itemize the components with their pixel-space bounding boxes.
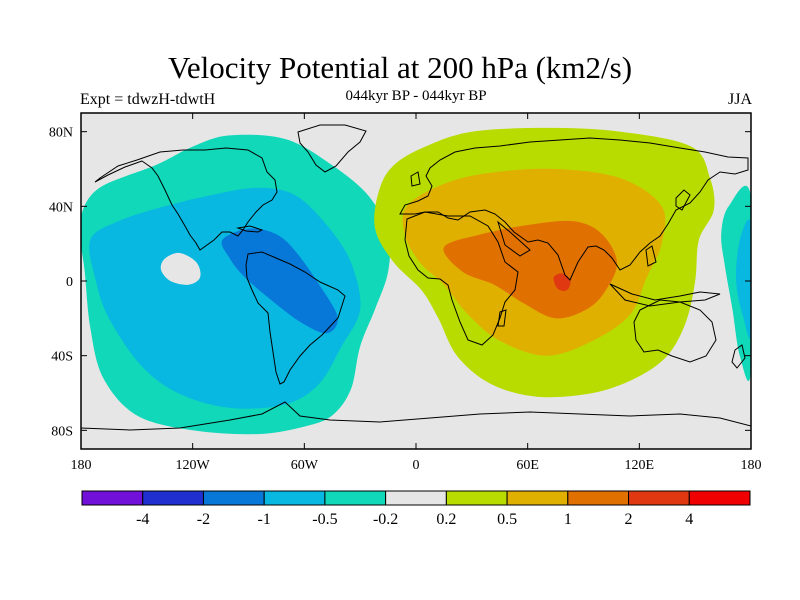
colorbar-label: -2 <box>197 511 210 528</box>
colorbar-swatch <box>567 490 630 506</box>
coastline-australia <box>633 299 717 363</box>
contour-region-central-america-strong-negative <box>221 228 338 334</box>
coastline-africa <box>404 211 519 346</box>
lat-tick-label: 40S <box>51 350 73 365</box>
coastline-arabia <box>497 220 531 257</box>
coastline-japan <box>675 189 691 211</box>
colorbar-swatch <box>81 490 144 506</box>
season-label: JJA <box>727 91 752 108</box>
coastline-layer <box>81 124 751 431</box>
lon-tick-label: 120W <box>176 458 211 473</box>
coastline-south-america <box>245 251 346 385</box>
map-title: Velocity Potential at 200 hPa (km2/s) <box>167 50 633 85</box>
map-subtitle: 044kyr BP - 044kyr BP <box>345 88 487 104</box>
latitude-axis: 80N 40N 0 40S 80S <box>49 126 751 439</box>
contour-fill-layer <box>81 127 751 435</box>
lat-tick-label: 0 <box>66 275 73 290</box>
contour-region-indian-ocean-peak <box>553 273 571 291</box>
colorbar-swatch <box>324 490 387 506</box>
colorbar-swatch <box>445 490 508 506</box>
coastline-british-isles <box>410 171 421 187</box>
lon-tick-label: 60W <box>291 458 319 473</box>
contour-region-americas-mid-negative <box>89 187 361 409</box>
colorbar-label: -0.5 <box>312 511 337 528</box>
colorbar-label: -1 <box>258 511 271 528</box>
coastline-cuba <box>236 225 264 233</box>
colorbar-swatch <box>688 490 751 506</box>
lon-tick-label: 180 <box>71 458 92 473</box>
lat-tick-label: 40N <box>49 200 73 215</box>
colorbar-swatch <box>385 490 447 506</box>
colorbar: -4 -2 -1 -0.5 -0.2 0.2 0.5 1 2 4 <box>81 490 751 528</box>
experiment-label: Expt = tdwzH-tdwtH <box>80 91 216 108</box>
coastline-madagascar <box>497 309 507 327</box>
colorbar-label: 2 <box>625 511 633 528</box>
contour-region-west-pacific-mid-negative-east <box>735 219 751 339</box>
lon-tick-label: 60E <box>516 458 539 473</box>
colorbar-swatch <box>202 490 265 506</box>
colorbar-label: -0.2 <box>373 511 398 528</box>
lon-tick-label: 180 <box>741 458 762 473</box>
lon-tick-label: 0 <box>413 458 420 473</box>
coastline-antarctica <box>81 401 751 431</box>
coastline-philippines <box>645 245 657 267</box>
colorbar-swatch <box>506 490 569 506</box>
colorbar-label: -4 <box>136 511 149 528</box>
colorbar-swatch <box>628 490 690 506</box>
coastline-greenland <box>297 124 367 173</box>
colorbar-label: 0.5 <box>497 511 517 528</box>
colorbar-label: 0.2 <box>436 511 456 528</box>
colorbar-label: 4 <box>685 511 693 528</box>
contour-region-indian-ocean-strong <box>443 220 618 319</box>
longitude-axis: 180 120W 60W 0 60E 120E 180 <box>71 113 762 473</box>
lat-tick-label: 80S <box>51 424 73 439</box>
coastline-new-zealand <box>731 344 746 369</box>
coastline-eurasia <box>399 137 749 281</box>
lat-tick-label: 80N <box>49 126 73 141</box>
coastline-north-america <box>94 147 278 251</box>
colorbar-label: 1 <box>564 511 572 528</box>
colorbar-swatch <box>263 490 326 506</box>
coastline-indonesia <box>609 283 721 307</box>
contour-region-pacific-weak-patch <box>160 252 201 285</box>
lon-tick-label: 120E <box>625 458 655 473</box>
colorbar-swatch <box>142 490 204 506</box>
